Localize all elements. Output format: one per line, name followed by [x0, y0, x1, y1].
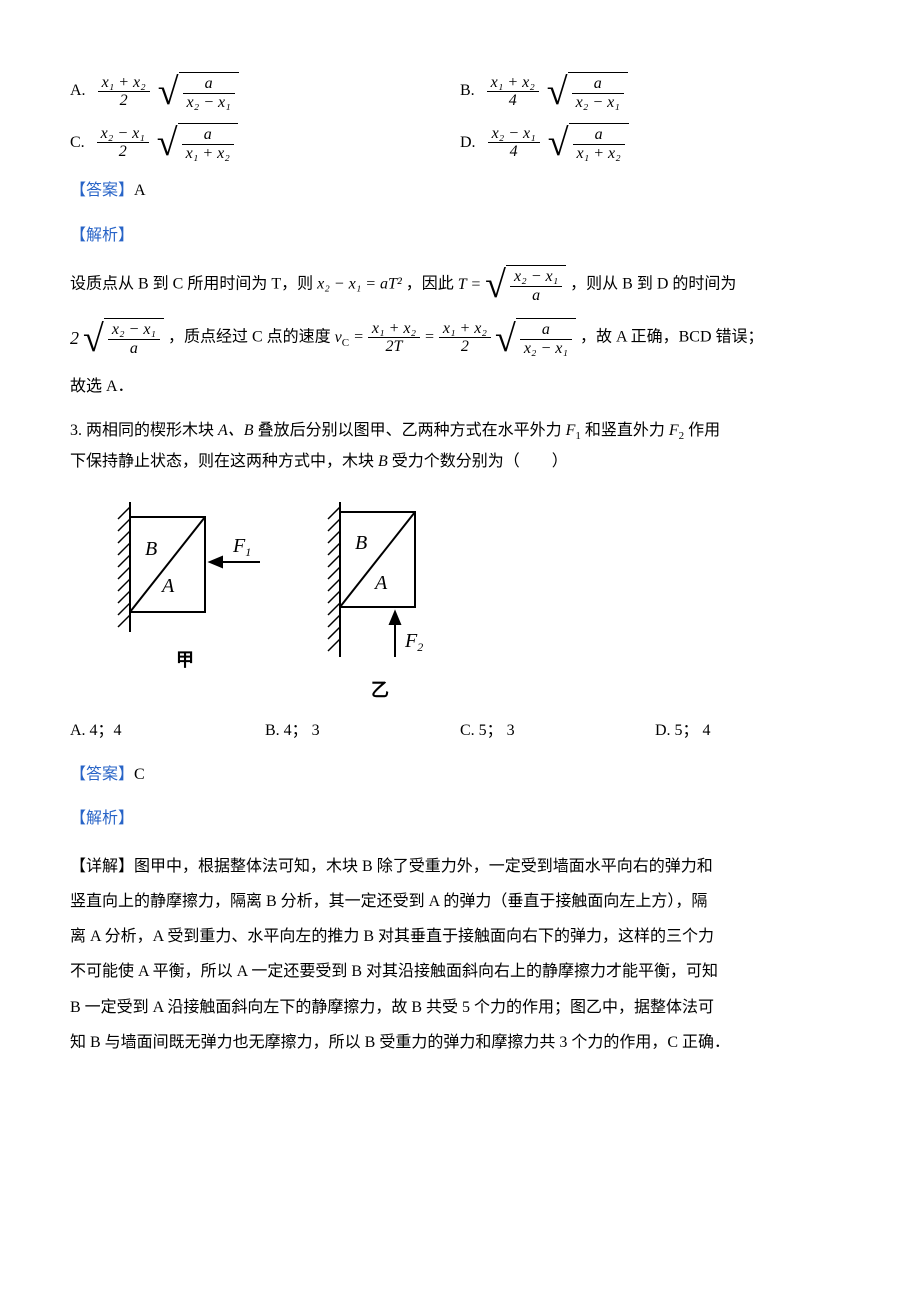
- option-letter: D.: [460, 128, 476, 158]
- option-letter: C.: [70, 128, 85, 158]
- answer-value: A: [134, 182, 146, 199]
- radical-sign: √: [485, 266, 506, 304]
- q3-figures: B A F1 甲 B A F2: [100, 497, 850, 707]
- label-F1: F1: [232, 535, 251, 559]
- answer-label: 【答案】: [70, 182, 134, 199]
- coef-frac: x₁ + x₂ 4: [487, 74, 539, 110]
- q3-analysis-label: 【解析】: [70, 804, 850, 834]
- label-F2: F2: [404, 630, 423, 654]
- sqrt: √ a x₁ + x₂: [157, 123, 238, 162]
- q2-options-row1: A. x₁ + x₂ 2 √ a x₂ − x₁ B. x₁ + x₂ 4 √ …: [70, 72, 850, 111]
- figure-yi: B A F2 乙: [310, 497, 450, 707]
- sqrt: √ x₂ − x₁ a: [83, 318, 164, 357]
- q3-option-C: C. 5； 3: [460, 716, 655, 746]
- diagram-yi: B A F2: [310, 497, 450, 667]
- q2-analysis-line3: 故选 A．: [70, 372, 850, 402]
- q2-analysis-label: 【解析】: [70, 221, 850, 251]
- sqrt: √ a x₂ − x₁: [495, 318, 576, 357]
- coef-frac: x₂ − x₁ 2: [97, 125, 149, 161]
- q3-options: A. 4；4 B. 4； 3 C. 5； 3 D. 5； 4: [70, 716, 850, 746]
- sqrt: √ a x₁ + x₂: [548, 123, 629, 162]
- radical-sign: √: [83, 320, 104, 358]
- label-B: B: [355, 532, 367, 554]
- q3-option-B: B. 4； 3: [265, 716, 460, 746]
- label-B: B: [145, 538, 157, 560]
- q2-analysis-line1: 设质点从 B 到 C 所用时间为 T，则 x₂ − x₁ = aT² ，因此 T…: [70, 265, 850, 304]
- coef-frac: x₂ − x₁ 4: [488, 125, 540, 161]
- radical-sign: √: [547, 73, 568, 111]
- q2-option-D: D. x₂ − x₁ 4 √ a x₁ + x₂: [460, 123, 850, 162]
- sqrt: √ x₂ − x₁ a: [485, 265, 566, 304]
- sqrt: √ a x₂ − x₁: [547, 72, 628, 111]
- q3-detail: 【详解】图甲中，根据整体法可知，木块 B 除了受重力外，一定受到墙面水平向右的弹…: [70, 849, 850, 1060]
- answer-label: 【答案】: [70, 766, 134, 783]
- q3-option-A: A. 4；4: [70, 716, 265, 746]
- q2-option-A: A. x₁ + x₂ 2 √ a x₂ − x₁: [70, 72, 460, 111]
- q2-options-row2: C. x₂ − x₁ 2 √ a x₁ + x₂ D. x₂ − x₁ 4 √ …: [70, 123, 850, 162]
- radical-sign: √: [495, 320, 516, 358]
- label-A: A: [373, 572, 388, 594]
- q2-option-B: B. x₁ + x₂ 4 √ a x₂ − x₁: [460, 72, 850, 111]
- q2-analysis-line2: 2 √ x₂ − x₁ a ，质点经过 C 点的速度 vC = x₁ + x₂ …: [70, 318, 850, 357]
- label-A: A: [160, 575, 175, 597]
- radical-sign: √: [158, 73, 179, 111]
- figure-jia: B A F1 甲: [100, 497, 270, 707]
- figure-label-jia: 甲: [176, 643, 194, 677]
- q3-option-D: D. 5； 4: [655, 716, 850, 746]
- q3-answer: 【答案】C: [70, 760, 850, 790]
- option-letter: B.: [460, 76, 475, 106]
- answer-value: C: [134, 766, 145, 783]
- option-letter: A.: [70, 76, 86, 106]
- radical-sign: √: [548, 124, 569, 162]
- sqrt: √ a x₂ − x₁: [158, 72, 239, 111]
- q2-option-C: C. x₂ − x₁ 2 √ a x₁ + x₂: [70, 123, 460, 162]
- q2-answer: 【答案】A: [70, 176, 850, 206]
- diagram-jia: B A F1: [100, 497, 270, 637]
- coef-frac: x₁ + x₂ 2: [98, 74, 150, 110]
- radical-sign: √: [157, 124, 178, 162]
- figure-label-yi: 乙: [371, 673, 389, 707]
- q3-stem: 3. 两相同的楔形木块 A、B 叠放后分别以图甲、乙两种方式在水平外力 F1 和…: [70, 416, 850, 477]
